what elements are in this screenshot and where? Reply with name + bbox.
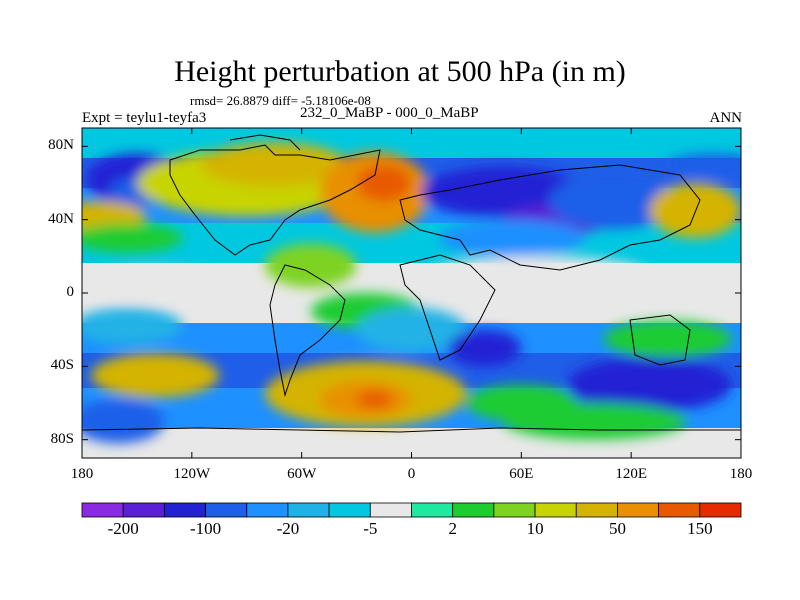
center-string: 232_0_MaBP - 000_0_MaBP	[300, 105, 479, 121]
x-tick-label: 60W	[287, 466, 317, 482]
colorbar-box	[163, 502, 206, 518]
x-tick-label: 120W	[173, 466, 211, 482]
contour-blob	[448, 329, 522, 367]
colorbar-box	[81, 502, 124, 518]
left-string: Expt = teylu1-teyfa3	[82, 110, 207, 126]
colorbar-box	[617, 502, 660, 518]
contour-blob	[649, 183, 741, 238]
plot-title: Height perturbation at 500 hPa (in m)	[174, 55, 626, 88]
colorbar-box	[658, 502, 701, 518]
contour-blob	[265, 243, 357, 288]
contour-blob	[438, 219, 586, 257]
contour-blob	[82, 307, 183, 345]
x-axis-ticks	[81, 128, 742, 458]
contour-blob	[82, 269, 229, 299]
y-tick-label: 80S	[50, 430, 74, 447]
colorbar-box	[205, 502, 248, 518]
contour-blob	[503, 403, 687, 440]
right-string: ANN	[709, 110, 743, 126]
y-tick-label: 0	[66, 284, 75, 300]
colorbar	[81, 502, 742, 518]
contour-blob	[548, 173, 677, 229]
colorbar-box	[122, 502, 165, 518]
x-tick-label: 0	[407, 466, 416, 482]
x-tick-label: 180	[70, 466, 94, 482]
y-tick-label: 80N	[48, 137, 74, 154]
colorbar-label: -20	[276, 519, 300, 538]
y-axis-ticks	[82, 145, 741, 441]
contour-blob	[429, 256, 650, 293]
colorbar-label: 10	[526, 519, 544, 538]
colorbar-box	[369, 502, 412, 518]
contour-blob	[356, 164, 412, 202]
colorbar-box	[287, 502, 330, 518]
colorbar-box	[699, 502, 742, 518]
contour-blob	[667, 153, 741, 176]
contour-blob	[420, 166, 586, 218]
contour-blob	[82, 201, 147, 231]
colorbar-box	[493, 502, 536, 518]
colorbar-box	[246, 502, 289, 518]
colorbar-label: -100	[189, 519, 222, 538]
contour-blob	[356, 307, 467, 352]
contour-blob	[567, 357, 732, 413]
coastline-outline	[82, 134, 741, 433]
colorbar-label: 50	[608, 519, 626, 538]
x-tick-label: 120E	[615, 466, 647, 482]
contour-blob	[82, 223, 183, 253]
x-tick-label: 180	[729, 466, 753, 482]
x-tick-label: 60E	[509, 466, 534, 482]
colorbar-box	[575, 502, 618, 518]
contour-blob	[356, 390, 394, 409]
contour-blob	[91, 353, 220, 398]
y-tick-label: 40S	[50, 357, 74, 374]
colorbar-label: 2	[448, 519, 457, 538]
colorbar-box	[328, 502, 371, 518]
colorbar-label: -200	[107, 519, 139, 538]
y-tick-label: 40N	[48, 210, 74, 227]
contour-blobs	[82, 142, 741, 444]
contour-blob	[603, 320, 732, 358]
colorbar-box	[452, 502, 495, 518]
colorbar-label: -5	[363, 519, 378, 538]
contour-blob	[82, 399, 165, 444]
colorbar-box	[411, 502, 454, 518]
stats-text: rmsd= 26.8879 diff= -5.18106e-08	[190, 93, 371, 108]
contour-blob	[200, 142, 348, 187]
colorbar-label: 150	[687, 519, 713, 538]
colorbar-box	[534, 502, 577, 518]
